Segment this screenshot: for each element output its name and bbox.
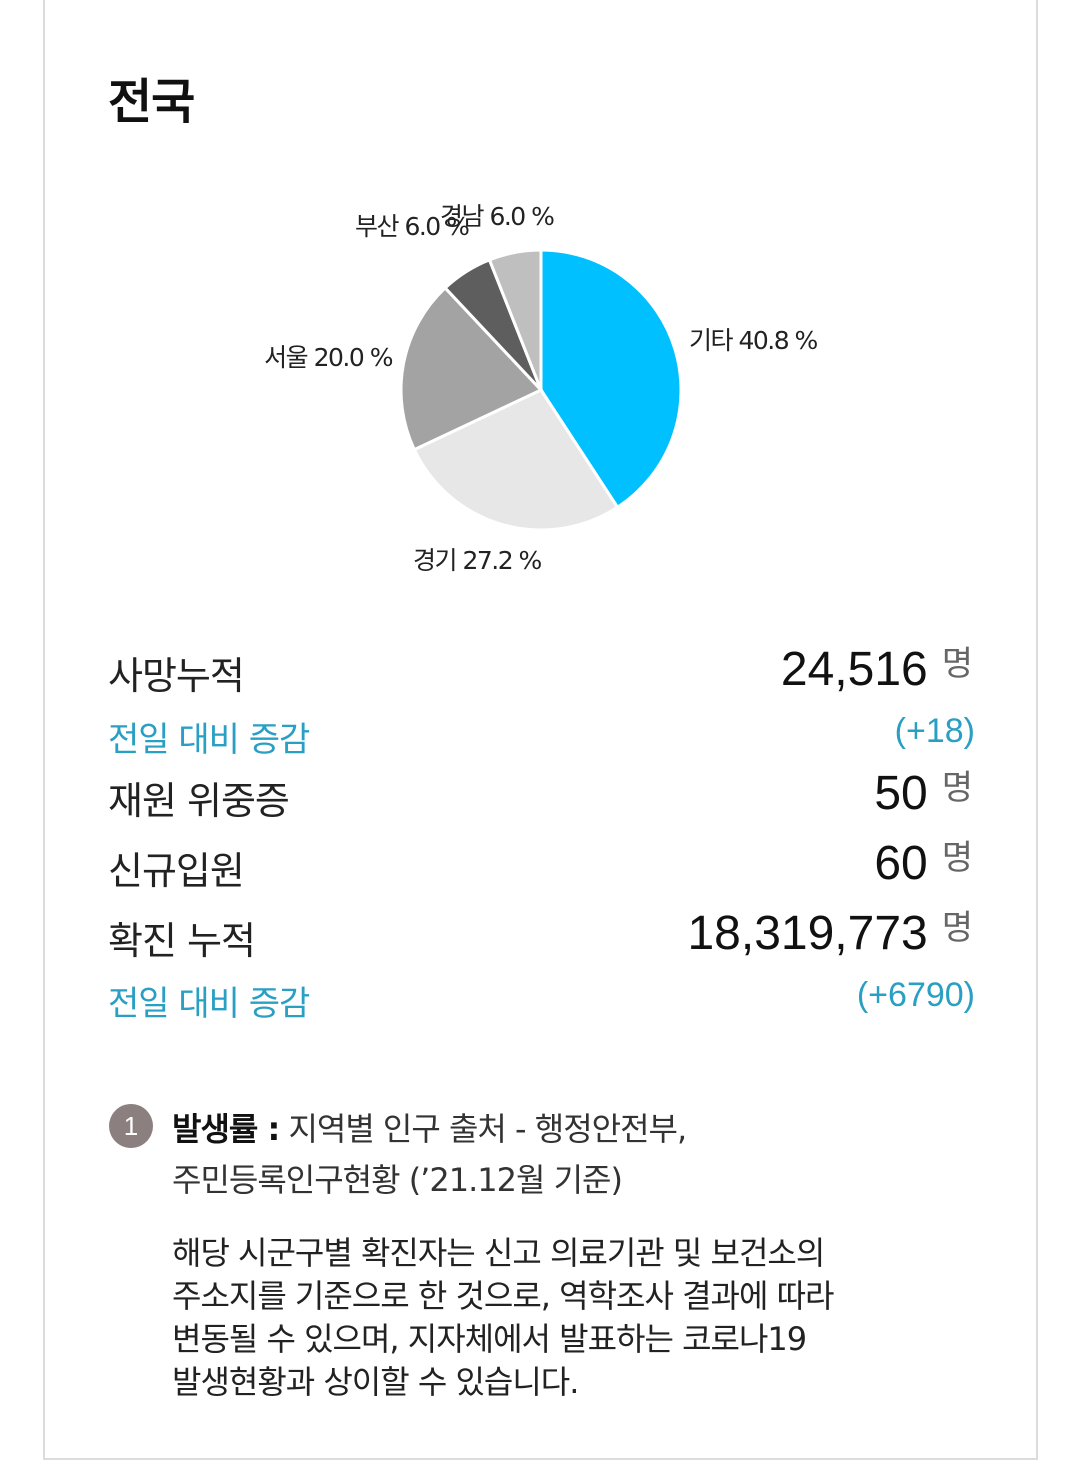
pie-label-0: 기타 40.8 % xyxy=(689,326,818,355)
deaths-value: 24,516 명 xyxy=(781,642,973,697)
deaths-unit: 명 xyxy=(941,644,973,684)
new-admit-number: 60 xyxy=(874,837,928,890)
confirmed-number: 18,319,773 xyxy=(687,907,928,960)
confirmed-diff-value: (+6790) xyxy=(856,976,975,1014)
critical-number: 50 xyxy=(874,767,928,820)
disclaimer-line-3: 변동될 수 있으며, 지자체에서 발표하는 코로나19 xyxy=(172,1320,807,1358)
pie-label-4: 경남 6.0 % xyxy=(440,202,554,231)
footnote-source-text: 지역별 인구 출처 - 행정안전부, xyxy=(279,1110,687,1148)
critical-unit: 명 xyxy=(941,768,973,808)
disclaimer-line-4: 발생현황과 상이할 수 있습니다. xyxy=(172,1363,579,1401)
new-admit-unit: 명 xyxy=(941,838,973,878)
deaths-number: 24,516 xyxy=(780,643,928,696)
region-title: 전국 xyxy=(108,74,195,130)
footnote-number-badge: 1 xyxy=(109,1104,153,1148)
confirmed-diff-label: 전일 대비 증감 xyxy=(108,984,310,1024)
pie-slice-4 xyxy=(487,248,543,391)
disclaimer-line-1: 해당 시군구별 확진자는 신고 의료기관 및 보건소의 xyxy=(172,1234,825,1272)
critical-value: 50 명 xyxy=(874,766,973,821)
pie-slice-2 xyxy=(399,285,544,452)
confirmed-unit: 명 xyxy=(941,908,973,948)
critical-label: 재원 위중증 xyxy=(108,779,290,823)
pie-slice-1 xyxy=(412,388,620,532)
footnote-line-2: 주민등록인구현황 (’21.12월 기준) xyxy=(172,1161,623,1199)
disclaimer-line-2: 주소지를 기준으로 한 것으로, 역학조사 결과에 따라 xyxy=(172,1277,834,1315)
deaths-diff-label: 전일 대비 증감 xyxy=(108,720,310,760)
footnote-bold-term: 발생률 : xyxy=(172,1110,280,1148)
deaths-diff-value: (+18) xyxy=(894,712,975,750)
footnote-line-1: 발생률 : 지역별 인구 출처 - 행정안전부, xyxy=(172,1104,687,1150)
new-admit-value: 60 명 xyxy=(874,836,973,891)
new-admit-label: 신규입원 xyxy=(108,849,245,893)
pie-label-2: 서울 20.0 % xyxy=(264,343,393,372)
pie-label-1: 경기 27.2 % xyxy=(413,546,542,575)
pie-label-3: 부산 6.0 % xyxy=(355,212,469,241)
stats-card xyxy=(43,0,1038,1460)
confirmed-value: 18,319,773 명 xyxy=(687,906,973,961)
pie-chart: 기타 40.8 % 경기 27.2 % 서울 20.0 % 부산 6.0 %경남 6.… xyxy=(264,202,819,575)
deaths-label: 사망누적 xyxy=(108,654,245,698)
confirmed-label: 확진 누적 xyxy=(108,919,256,963)
